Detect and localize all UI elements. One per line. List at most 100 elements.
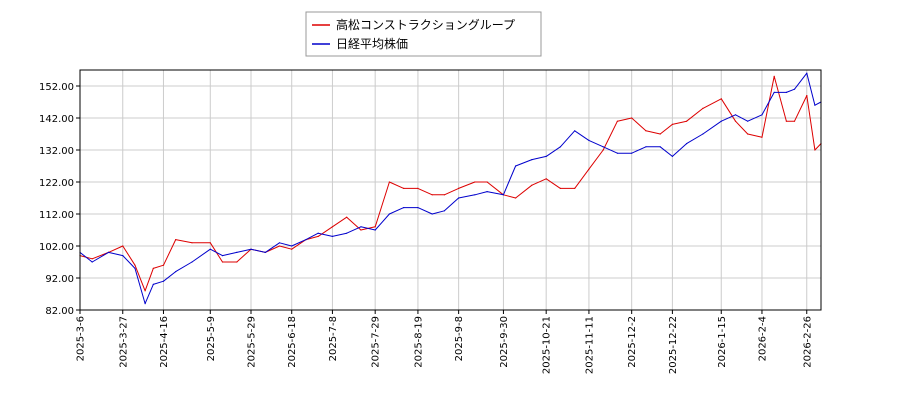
series-2-point: [191, 261, 193, 263]
plot-area-frame: [79, 69, 822, 311]
series-2-point: [305, 239, 307, 241]
series-1-point: [134, 264, 136, 266]
series-1-point: [734, 120, 737, 122]
x-tick-label: 2025-9-8: [454, 316, 465, 361]
series-2-point: [747, 120, 749, 122]
x-tick-label: 2025-12-22: [668, 316, 679, 374]
series-1-point: [515, 197, 517, 199]
series-1-point: [761, 136, 763, 138]
y-tick-label: 142.00: [39, 114, 74, 125]
series-2-point: [431, 213, 433, 215]
series-2-point: [602, 146, 604, 148]
series-2-point: [702, 133, 704, 135]
series-1-point: [278, 245, 281, 247]
x-tick-label: 2025-7-8: [328, 316, 339, 361]
series-2-point: [559, 146, 562, 148]
series-2-point: [545, 155, 547, 157]
x-tick-label: 2026-2-4: [757, 316, 768, 361]
series-1-point: [531, 184, 533, 186]
series-2-point: [317, 232, 319, 234]
series-1-point: [545, 178, 547, 180]
legend-label-series-1: 高松コンストラクショングループ: [336, 17, 515, 32]
series-2-point: [417, 207, 419, 209]
series-1-point: [91, 258, 93, 260]
series-2-point: [162, 280, 165, 282]
series-2-point: [134, 267, 136, 269]
series-2-point: [671, 155, 674, 157]
x-tick-label: 2025-5-9: [206, 316, 217, 361]
series-2-point: [175, 271, 177, 273]
series-1-point: [671, 123, 674, 125]
y-tick-label: 152.00: [39, 82, 74, 93]
series-2-point: [122, 255, 124, 257]
series-2-point: [588, 139, 590, 141]
series-2-point: [474, 194, 476, 196]
series-2-point: [91, 261, 93, 263]
x-tick-label: 2025-6-18: [287, 316, 298, 368]
y-tick-label: 102.00: [39, 242, 74, 253]
series-2-point: [264, 251, 266, 253]
x-tick-label: 2025-7-29: [371, 316, 382, 368]
legend-box: [305, 11, 542, 57]
series-2-point: [515, 165, 517, 167]
x-tick-label: 2025-12-2: [627, 316, 638, 368]
series-1-point: [403, 187, 405, 189]
series-2-point: [458, 197, 460, 199]
series-1-point: [417, 187, 419, 189]
series-1-point: [122, 245, 124, 247]
y-tick-label: 92.00: [45, 274, 74, 285]
series-2-point: [236, 251, 238, 253]
series-2-point: [221, 255, 224, 257]
series-2-point: [209, 248, 211, 250]
series-line-1: [79, 75, 822, 292]
series-1-point: [162, 264, 165, 266]
series-2-point: [631, 152, 633, 154]
series-2-point: [574, 130, 576, 132]
grid-lines: [79, 70, 821, 311]
series-2-point: [785, 91, 788, 93]
series-2-point: [443, 210, 445, 212]
series-1-point: [574, 187, 576, 189]
y-tick-label: 132.00: [39, 146, 74, 157]
series-2-point: [291, 245, 293, 247]
series-2-point: [346, 232, 348, 234]
series-2-point: [531, 159, 533, 161]
series-2-point: [152, 283, 154, 285]
series-1-point: [458, 187, 460, 189]
series-2-point: [388, 213, 390, 215]
series-2-point: [278, 242, 281, 244]
series-2-point: [761, 114, 763, 116]
y-tick-label: 112.00: [39, 210, 74, 221]
x-tick-label: 2026-1-15: [717, 316, 728, 368]
series-1-point: [785, 120, 788, 122]
series-2-point: [686, 143, 688, 145]
series-1-point: [793, 120, 796, 122]
series-1-point: [559, 187, 562, 189]
series-1-point: [144, 290, 146, 292]
series-1-point: [616, 120, 619, 122]
series-2-point: [616, 152, 619, 154]
series-line-2: [79, 72, 822, 305]
series-2-point: [250, 248, 252, 250]
series-1-point: [175, 239, 177, 241]
x-tick-label: 2025-10-21: [542, 316, 553, 374]
series-1-point: [291, 248, 293, 250]
series-1-point: [686, 120, 688, 122]
series-1-point: [346, 216, 348, 218]
legend-label-series-2: 日経平均株価: [336, 36, 408, 51]
y-tick-label: 122.00: [39, 178, 74, 189]
x-tick-label: 2026-2-26: [802, 316, 813, 368]
series-1-point: [431, 194, 433, 196]
series-1-point: [152, 267, 154, 269]
y-tick-label: 82.00: [45, 306, 74, 317]
x-tick-label: 2025-4-16: [159, 316, 170, 368]
y-axis: 82.00 92.00 102.00 112.00 122.00 132.00 142.00…: [39, 82, 80, 317]
series-1-point: [720, 98, 722, 100]
series-1-point: [474, 181, 476, 183]
series-2-point: [806, 72, 808, 74]
series-1-point: [645, 130, 647, 132]
series-2-point: [793, 88, 796, 90]
series-2-point: [814, 104, 816, 106]
series-1-point: [602, 149, 604, 151]
series-2-point: [403, 207, 405, 209]
